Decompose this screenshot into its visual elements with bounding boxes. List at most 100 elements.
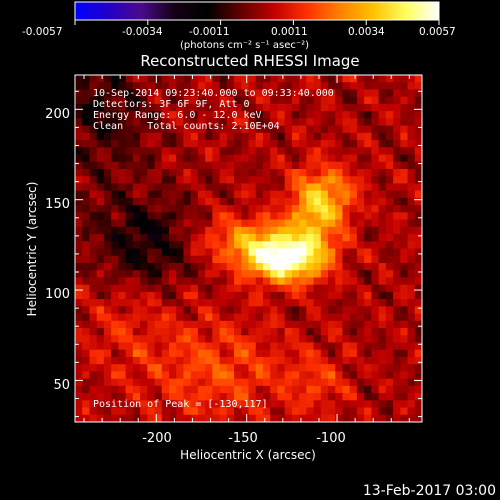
heatmap-cell [154, 262, 163, 271]
heatmap-cell [103, 168, 112, 177]
heatmap-cell [219, 306, 228, 314]
heatmap-cell [262, 89, 271, 98]
heatmap-cell [176, 328, 184, 336]
heatmap-cell [284, 226, 293, 235]
heatmap-cell [219, 226, 228, 235]
heatmap-cell [75, 75, 83, 83]
heatmap-cell [313, 313, 322, 322]
heatmap-cell [407, 270, 416, 278]
heatmap-cell [82, 176, 90, 184]
heatmap-cell [111, 342, 119, 351]
heatmap-cell [284, 205, 293, 213]
heatmap-cell [125, 132, 134, 141]
heatmap-cell [176, 111, 184, 119]
heatmap-cell [140, 299, 148, 307]
heatmap-cell [349, 262, 358, 271]
heatmap-cell [414, 154, 423, 163]
heatmap-cell [371, 393, 380, 401]
heatmap-cell [270, 226, 278, 235]
heatmap-cell [270, 168, 278, 177]
heatmap-cell [313, 320, 322, 329]
heatmap-cell [262, 385, 271, 394]
heatmap-cell [255, 147, 264, 155]
heatmap-cell [205, 205, 213, 213]
heatmap-cell [161, 335, 170, 343]
heatmap-cell [190, 306, 199, 314]
heatmap-cell [140, 277, 148, 286]
heatmap-cell [393, 262, 401, 271]
heatmap-cell [320, 168, 329, 177]
heatmap-cell [205, 349, 213, 358]
heatmap-cell [270, 75, 278, 83]
heatmap-cell [226, 205, 235, 213]
heatmap-cell [385, 385, 394, 394]
heatmap-cell [299, 313, 307, 322]
heatmap-cell [378, 147, 387, 155]
heatmap-cell [89, 291, 98, 300]
heatmap-cell [356, 414, 365, 423]
heatmap-cell [161, 291, 170, 300]
heatmap-cell [364, 241, 372, 249]
heatmap-cell [183, 248, 192, 257]
heatmap-cell [96, 82, 105, 90]
heatmap-cell [234, 234, 242, 242]
heatmap-cell [140, 313, 148, 322]
heatmap-cell [313, 125, 322, 134]
heatmap-cell [89, 255, 98, 264]
heatmap-cell [82, 313, 90, 322]
heatmap-cell [212, 349, 220, 358]
heatmap-cell [262, 407, 271, 416]
heatmap-cell [161, 103, 170, 112]
heatmap-cell [306, 226, 314, 235]
heatmap-cell [176, 335, 184, 343]
heatmap-cell [393, 147, 401, 155]
heatmap-cell [132, 190, 141, 199]
heatmap-cell [234, 183, 242, 192]
heatmap-cell [140, 125, 148, 134]
heatmap-cell [291, 262, 300, 271]
heatmap-cell [89, 407, 98, 416]
heatmap-cell [75, 299, 83, 307]
heatmap-cell [96, 75, 105, 83]
heatmap-cell [125, 82, 134, 90]
heatmap-cell [147, 140, 155, 148]
heatmap-cell [277, 154, 286, 163]
heatmap-cell [234, 335, 242, 343]
heatmap-cell [262, 248, 271, 257]
heatmap-cell [226, 277, 235, 286]
heatmap-cell [132, 277, 141, 286]
heatmap-cell [306, 161, 314, 170]
heatmap-cell [89, 212, 98, 220]
heatmap-cell [277, 284, 286, 293]
heatmap-cell [183, 96, 192, 105]
heatmap-cell [219, 349, 228, 358]
heatmap-cell [234, 248, 242, 257]
heatmap-cell [197, 407, 206, 416]
heatmap-cell [328, 255, 336, 264]
heatmap-cell [161, 241, 170, 249]
heatmap-cell [262, 234, 271, 242]
heatmap-cell [284, 371, 293, 380]
heatmap-cell [132, 147, 141, 155]
heatmap-cell [96, 176, 105, 184]
heatmap-cell [400, 414, 408, 423]
heatmap-cell [234, 111, 242, 119]
heatmap-cell [393, 103, 401, 112]
heatmap-cell [154, 190, 163, 199]
heatmap-cell [306, 168, 314, 177]
heatmap-cell [154, 364, 163, 372]
heatmap-cell [168, 197, 177, 206]
heatmap-cell [385, 371, 394, 380]
heatmap-cell [393, 205, 401, 213]
heatmap-cell [234, 313, 242, 322]
heatmap-cell [226, 176, 235, 184]
heatmap-cell [118, 241, 127, 249]
heatmap-cell [349, 364, 358, 372]
heatmap-cell [371, 270, 380, 278]
heatmap-cell [205, 320, 213, 329]
heatmap-cell [342, 262, 351, 271]
heatmap-cell [291, 378, 300, 387]
heatmap-cell [262, 284, 271, 293]
heatmap-cell [212, 168, 220, 177]
heatmap-cell [248, 248, 257, 257]
